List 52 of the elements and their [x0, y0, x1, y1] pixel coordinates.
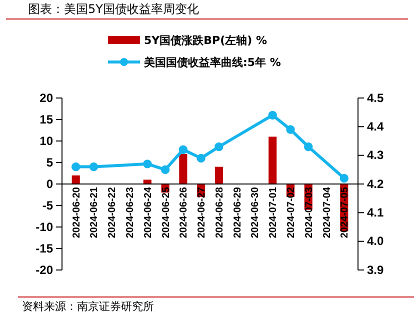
- y2-tick-label: 4.0: [367, 234, 384, 248]
- x-tick-label: 2024-06-20: [71, 186, 82, 238]
- y-tick-label: -5: [42, 198, 54, 212]
- x-tick-label: 2024-06-29: [232, 186, 244, 238]
- point: [178, 145, 188, 154]
- x-tick-label: 2024-07-03: [304, 186, 315, 238]
- point: [286, 125, 295, 134]
- y2-tick-label: 3.9: [367, 262, 384, 277]
- x-tick-label: 2024-07-05: [340, 186, 351, 238]
- x-tick-label: 2024-06-28: [214, 186, 226, 238]
- y2-tick-label: 4.2: [367, 176, 384, 191]
- x-tick-label: 2024-06-26: [178, 186, 190, 238]
- y-tick-label: 20: [40, 90, 54, 105]
- bar: [214, 166, 223, 184]
- y-tick-label: 10: [40, 134, 54, 148]
- x-tick-label: 2024-07-01: [268, 186, 280, 238]
- y-tick-label: -15: [36, 241, 54, 256]
- point: [89, 162, 98, 172]
- bar: [179, 154, 188, 184]
- point: [340, 174, 349, 183]
- x-tick-label: 2024-07-04: [322, 186, 333, 238]
- bar: [268, 136, 277, 184]
- bar: [72, 175, 80, 184]
- y-tick-label: 0: [46, 176, 54, 191]
- y2-tick-label: 4.3: [367, 148, 384, 162]
- y2-tick-label: 4.4: [367, 120, 384, 134]
- x-tick-label: 2024-06-22: [107, 186, 118, 238]
- y2-tick-label: 4.5: [367, 90, 384, 105]
- x-tick-label: 2024-06-27: [196, 186, 208, 238]
- point: [304, 142, 313, 152]
- y2-tick-label: 4.1: [367, 206, 384, 220]
- point: [196, 154, 206, 163]
- point: [268, 110, 277, 120]
- chart-title: 图表：美国5Y国债收益率周变化: [28, 2, 199, 16]
- legend-label: 美国国债收益率曲线:5年 %: [143, 56, 281, 69]
- y-tick-label: -20: [36, 262, 54, 277]
- x-tick-label: 2024-07-02: [286, 186, 297, 238]
- point: [214, 142, 224, 152]
- x-tick-label: 2024-06-24: [142, 186, 154, 238]
- text: 资料来源：南京证券研究所: [22, 300, 154, 313]
- x-tick-label: 2024-06-25: [160, 186, 172, 238]
- y-tick-label: -10: [36, 220, 54, 234]
- y-tick-label: 5: [46, 155, 54, 170]
- point: [160, 165, 170, 174]
- legend-label: 5Y国债涨跌BP(左轴) %: [144, 34, 267, 47]
- point: [71, 162, 80, 172]
- x-tick-label: 2024-06-23: [125, 186, 136, 238]
- point: [143, 160, 152, 168]
- x-tick-label: 2024-06-30: [250, 186, 262, 238]
- y-tick-label: 15: [40, 112, 54, 126]
- bar: [143, 180, 152, 184]
- x-tick-label: 2024-06-21: [89, 186, 100, 238]
